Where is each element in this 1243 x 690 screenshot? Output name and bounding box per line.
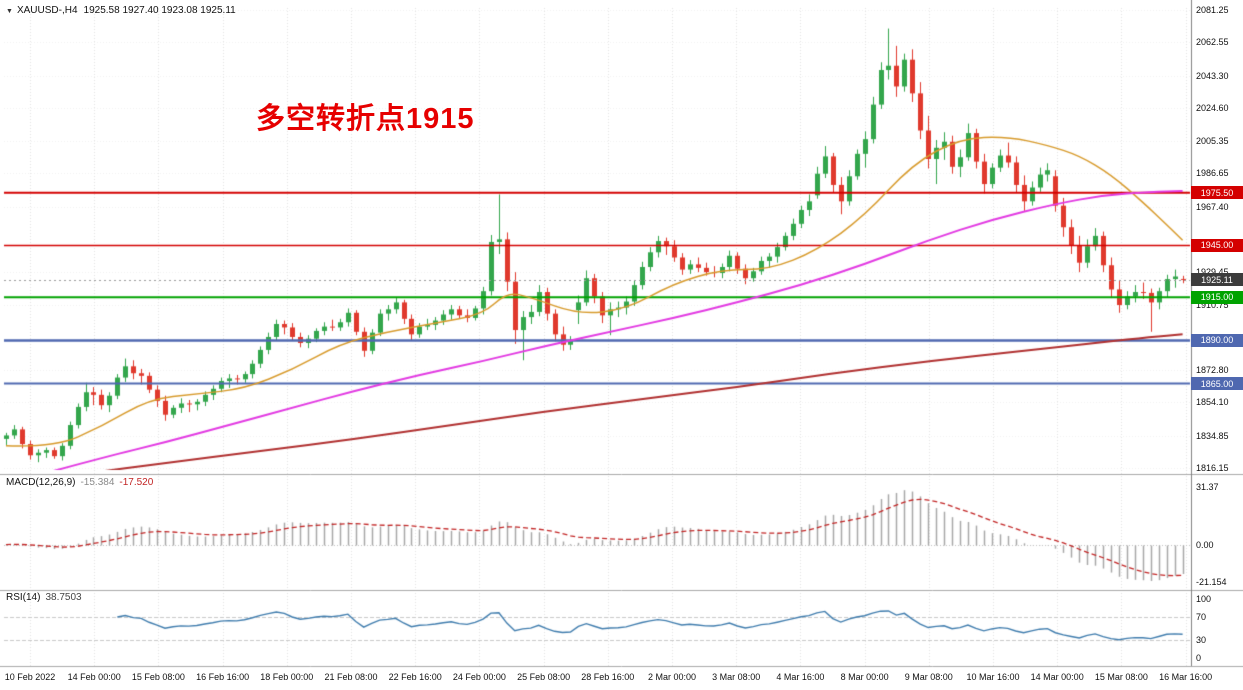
time-axis-label: 14 Feb 00:00 (67, 672, 121, 682)
price-axis-label: 2024.60 (1196, 102, 1229, 113)
time-axis-label: 4 Mar 16:00 (776, 672, 825, 682)
current-price-badge: 1925.11 (1191, 273, 1243, 287)
price-axis-label: 1834.85 (1196, 430, 1229, 441)
rsi-axis-label: 100 (1196, 594, 1212, 604)
time-axis-label: 15 Feb 08:00 (131, 672, 185, 682)
price-badge: 1915.00 (1191, 290, 1243, 304)
rsi-value: 38.7503 (45, 592, 82, 603)
macd-title: MACD(12,26,9) (6, 477, 76, 488)
time-axis-label: 21 Feb 08:00 (324, 672, 378, 682)
time-axis-label: 15 Mar 08:00 (1094, 672, 1148, 682)
price-axis-label: 1854.10 (1196, 397, 1229, 408)
time-axis-label: 10 Feb 2022 (4, 672, 56, 682)
macd-axis-label: -21.154 (1196, 577, 1227, 587)
macd-axis-label: 0.00 (1196, 539, 1214, 550)
time-axis-label: 9 Mar 08:00 (904, 672, 953, 682)
price-badge: 1945.00 (1191, 238, 1243, 252)
price-axis-label: 1986.65 (1196, 168, 1229, 179)
time-axis-label: 18 Feb 00:00 (260, 672, 314, 682)
price-axis-label: 2081.25 (1196, 5, 1229, 15)
time-axis-label: 16 Feb 16:00 (196, 672, 250, 682)
symbol-info: ▼ XAUUSD-,H4 1925.58 1927.40 1923.08 1925.… (6, 5, 236, 16)
time-axis-label: 22 Feb 16:00 (388, 672, 442, 682)
time-axis-label: 28 Feb 16:00 (581, 672, 635, 682)
price-badge: 1890.00 (1191, 333, 1243, 347)
annotation-text: 多空转折点1915 (256, 103, 475, 135)
macd-indicator-label: MACD(12,26,9) -15.384 -17.520 (6, 477, 153, 488)
ohlc-values: 1925.58 1927.40 1923.08 1925.11 (83, 5, 236, 16)
time-axis-label: 2 Mar 00:00 (647, 672, 697, 682)
macd-axis-label: 31.37 (1196, 482, 1219, 492)
macd-main-value: -15.384 (80, 477, 115, 488)
time-axis-label: 16 Mar 16:00 (1159, 672, 1213, 682)
price-axis-label: 2005.35 (1196, 136, 1229, 147)
price-axis-label: 1967.40 (1196, 201, 1229, 212)
rsi-title: RSI(14) (6, 592, 41, 603)
time-axis-label: 25 Feb 08:00 (517, 672, 571, 682)
time-axis-label: 24 Feb 00:00 (452, 672, 506, 682)
price-axis-label: 2062.55 (1196, 37, 1229, 48)
time-axis-label: 14 Mar 00:00 (1030, 672, 1084, 682)
price-badge: 1975.50 (1191, 186, 1243, 200)
price-axis-label: 1872.80 (1196, 365, 1229, 376)
time-axis-label: 3 Mar 08:00 (712, 672, 761, 682)
price-badge: 1865.00 (1191, 377, 1243, 391)
symbol-dropdown-icon[interactable]: ▼ (6, 8, 13, 15)
rsi-axis-label: 0 (1196, 653, 1202, 663)
time-axis-label: 10 Mar 16:00 (966, 672, 1020, 682)
rsi-indicator-label: RSI(14) 38.7503 (6, 592, 82, 603)
macd-signal-value: -17.520 (119, 477, 154, 488)
rsi-axis-label: 70 (1196, 611, 1207, 622)
rsi-axis-label: 30 (1196, 635, 1207, 646)
symbol-period: XAUUSD-,H4 (16, 5, 78, 16)
price-axis-label: 1929.45 (1196, 267, 1229, 278)
price-axis-label: 2043.30 (1196, 70, 1229, 81)
time-axis-label: 8 Mar 00:00 (840, 672, 889, 682)
price-axis-label: 1816.15 (1196, 463, 1229, 473)
price-axis-label: 1910.75 (1196, 299, 1229, 310)
